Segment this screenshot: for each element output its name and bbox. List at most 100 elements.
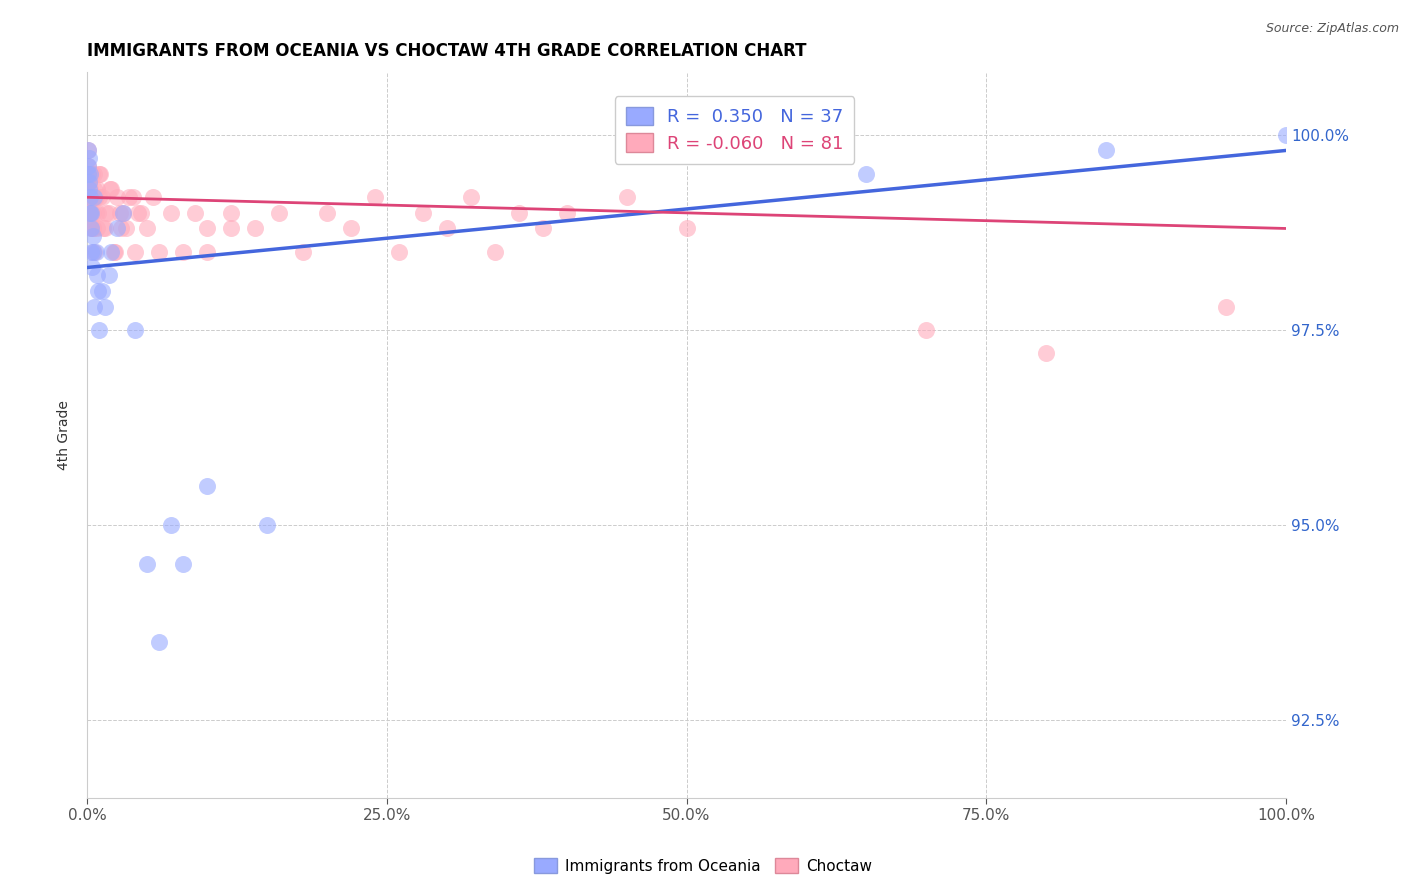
Point: [80, 260, 103, 275]
Point: [219, 206, 242, 220]
Point: [148, 244, 170, 259]
Point: [112, 206, 135, 220]
Text: IMMIGRANTS FROM OCEANIA VS CHOCTAW 4TH GRADE CORRELATION CHART: IMMIGRANTS FROM OCEANIA VS CHOCTAW 4TH G…: [87, 42, 807, 60]
Point: [86, 268, 108, 283]
Point: [256, 518, 278, 533]
Point: [112, 206, 135, 220]
Point: [160, 518, 183, 533]
Point: [96, 206, 118, 220]
Point: [87, 190, 110, 204]
Point: [77, 167, 100, 181]
Point: [76, 167, 98, 181]
Point: [100, 182, 122, 196]
Point: [436, 221, 458, 235]
Point: [90, 284, 112, 298]
Point: [82, 221, 104, 235]
Point: [1215, 300, 1237, 314]
Point: [79, 167, 101, 181]
Point: [118, 190, 141, 204]
Point: [79, 221, 101, 235]
Point: [124, 323, 146, 337]
Point: [84, 190, 107, 204]
Point: [508, 206, 530, 220]
Point: [77, 159, 100, 173]
Point: [195, 244, 218, 259]
Point: [105, 190, 128, 204]
Point: [83, 244, 105, 259]
Point: [108, 206, 131, 220]
Point: [83, 182, 105, 196]
Point: [316, 206, 339, 220]
Point: [77, 167, 100, 181]
Legend: R =  0.350   N = 37, R = -0.060   N = 81: R = 0.350 N = 37, R = -0.060 N = 81: [614, 96, 855, 163]
Point: [97, 268, 120, 283]
Point: [412, 206, 434, 220]
Point: [195, 221, 218, 235]
Point: [91, 221, 114, 235]
Point: [94, 300, 117, 314]
Point: [84, 190, 107, 204]
Point: [98, 182, 121, 196]
Point: [80, 206, 103, 220]
Point: [82, 244, 104, 259]
Point: [388, 244, 411, 259]
Point: [87, 206, 110, 220]
Point: [105, 221, 128, 235]
Point: [219, 221, 242, 235]
Point: [77, 167, 100, 181]
Point: [1275, 128, 1298, 142]
Point: [82, 206, 104, 220]
Point: [855, 167, 877, 181]
Point: [184, 206, 207, 220]
Point: [77, 159, 100, 173]
Point: [915, 323, 938, 337]
Point: [136, 557, 159, 571]
Point: [83, 190, 105, 204]
Point: [195, 479, 218, 493]
Point: [148, 635, 170, 649]
Point: [79, 167, 101, 181]
Point: [1035, 346, 1057, 360]
Point: [172, 244, 194, 259]
Point: [89, 167, 111, 181]
Point: [79, 175, 101, 189]
Point: [79, 190, 101, 204]
Point: [555, 206, 578, 220]
Point: [291, 244, 314, 259]
Point: [340, 221, 363, 235]
Point: [114, 221, 136, 235]
Point: [104, 244, 127, 259]
Point: [121, 190, 143, 204]
Text: Source: ZipAtlas.com: Source: ZipAtlas.com: [1265, 22, 1399, 36]
Point: [82, 229, 104, 244]
Point: [531, 221, 554, 235]
Point: [77, 151, 100, 165]
Point: [77, 206, 100, 220]
Point: [83, 300, 105, 314]
Point: [94, 221, 117, 235]
Point: [616, 190, 638, 204]
Point: [79, 221, 101, 235]
Point: [97, 206, 120, 220]
Point: [160, 206, 183, 220]
Point: [80, 190, 103, 204]
Point: [80, 206, 103, 220]
Point: [80, 167, 103, 181]
Point: [675, 221, 697, 235]
Point: [86, 182, 108, 196]
Point: [89, 167, 111, 181]
Point: [82, 221, 104, 235]
Point: [89, 323, 111, 337]
Point: [172, 557, 194, 571]
Point: [484, 244, 506, 259]
Point: [86, 221, 108, 235]
Point: [243, 221, 266, 235]
Point: [79, 206, 101, 220]
Point: [90, 190, 112, 204]
Point: [127, 206, 149, 220]
Point: [79, 206, 101, 220]
Point: [87, 284, 110, 298]
Point: [110, 221, 132, 235]
Point: [84, 206, 107, 220]
Point: [84, 244, 107, 259]
